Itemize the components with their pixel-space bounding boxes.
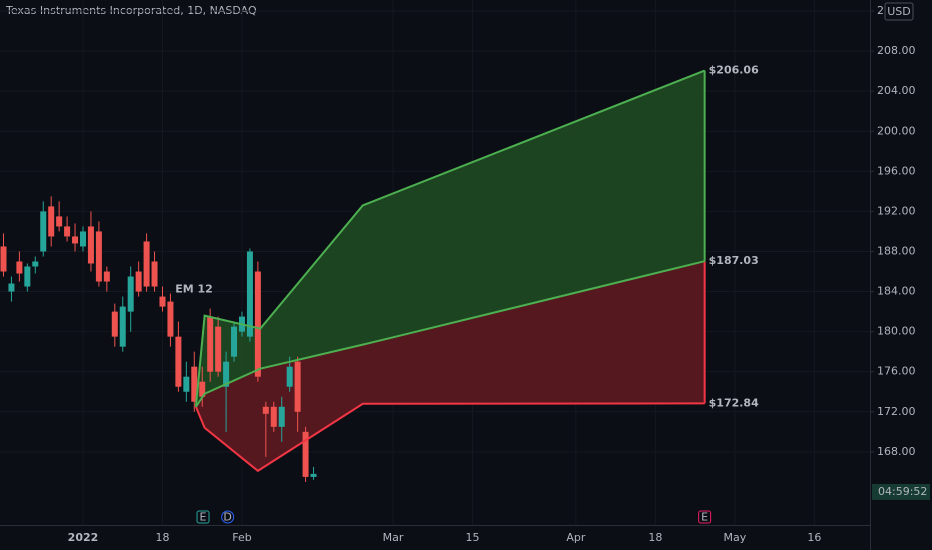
x-tick-label: 16 xyxy=(807,531,821,544)
x-tick-label: 18 xyxy=(648,531,662,544)
candle-body xyxy=(64,226,71,237)
chart-title: Texas Instruments Incorporated, 1D, NASD… xyxy=(5,4,257,17)
candle-body xyxy=(72,236,79,244)
candle-body xyxy=(183,376,190,392)
candle-body xyxy=(16,261,23,274)
candle-body xyxy=(127,276,134,312)
event-label: E xyxy=(200,511,207,524)
candle-body xyxy=(40,211,47,252)
candle-body xyxy=(119,306,126,347)
currency-label: USD xyxy=(887,5,911,18)
y-tick-label: 188.00 xyxy=(877,244,916,257)
lower-band-line xyxy=(194,402,705,473)
x-tick-label: 15 xyxy=(466,531,480,544)
x-tick-label: 18 xyxy=(155,531,169,544)
candle-body xyxy=(95,231,102,282)
event-label: E xyxy=(701,511,708,524)
annotation: $187.03 xyxy=(709,254,759,267)
x-tick-label: Feb xyxy=(232,531,251,544)
countdown-badge xyxy=(872,483,930,500)
y-tick-label: 184.00 xyxy=(877,285,916,298)
x-tick-label: Mar xyxy=(383,531,404,544)
candle-body xyxy=(294,361,301,412)
candle-body xyxy=(167,301,174,337)
candle-body xyxy=(191,366,198,402)
candle-body xyxy=(0,246,7,272)
upper-band-fill xyxy=(195,70,705,407)
annotation: EM 12 xyxy=(175,283,213,296)
y-tick-label: 176.00 xyxy=(877,365,916,378)
y-tick-label: 180.00 xyxy=(877,325,916,338)
candle-body xyxy=(286,366,293,387)
candle-body xyxy=(151,261,158,287)
x-tick-label: May xyxy=(723,531,746,544)
candle-body xyxy=(8,283,15,292)
event-marker: E xyxy=(698,510,712,524)
countdown-label: 04:59:52 xyxy=(878,485,927,498)
event-badge xyxy=(221,510,235,524)
candle-body xyxy=(24,266,31,287)
candle-body xyxy=(278,406,285,427)
candle-body xyxy=(270,406,277,427)
candle-body xyxy=(135,271,142,292)
candle-body xyxy=(32,261,39,267)
event-marker: D xyxy=(221,510,235,524)
annotation: $172.84 xyxy=(709,396,759,409)
candle-body xyxy=(215,326,222,372)
upper-band-line xyxy=(194,69,706,407)
candle-body xyxy=(56,216,63,227)
candle-body xyxy=(143,241,150,287)
candle-body xyxy=(302,431,309,477)
event-badge xyxy=(196,510,210,524)
candle-body xyxy=(87,226,94,264)
candle-body xyxy=(223,361,230,387)
plot-area: $206.06 $187.03 $172.84 EM 12 xyxy=(0,0,870,525)
candle-body xyxy=(159,296,166,307)
y-tick-label: 168.00 xyxy=(877,445,916,458)
candle-body xyxy=(246,251,253,337)
x-tick-label: 2022 xyxy=(68,531,99,544)
candle-body xyxy=(207,316,214,372)
candle-body xyxy=(262,406,269,414)
candle-body xyxy=(254,271,261,377)
y-tick-label: 200.00 xyxy=(877,124,916,137)
candle-body xyxy=(103,271,110,282)
candle-body xyxy=(79,231,86,247)
y-tick-label: 196.00 xyxy=(877,164,916,177)
candle-body xyxy=(175,336,182,387)
candle-body xyxy=(310,473,317,477)
lower-band-fill xyxy=(195,261,705,471)
event-badge xyxy=(698,510,712,524)
y-tick-label: 172.00 xyxy=(877,405,916,418)
currency-badge xyxy=(884,2,914,21)
annotation: $206.06 xyxy=(709,64,759,77)
candle-body xyxy=(199,381,206,397)
middle-band-line xyxy=(195,260,705,408)
candle-body xyxy=(48,206,55,237)
event-label: D xyxy=(223,511,231,524)
candle-body xyxy=(231,326,238,357)
y-tick-label: 192.00 xyxy=(877,204,916,217)
y-tick-label: 208.00 xyxy=(877,44,916,57)
candle-body xyxy=(111,311,118,337)
y-tick-label: 204.00 xyxy=(877,84,916,97)
x-tick-label: Apr xyxy=(566,531,586,544)
event-marker: E xyxy=(196,510,210,524)
